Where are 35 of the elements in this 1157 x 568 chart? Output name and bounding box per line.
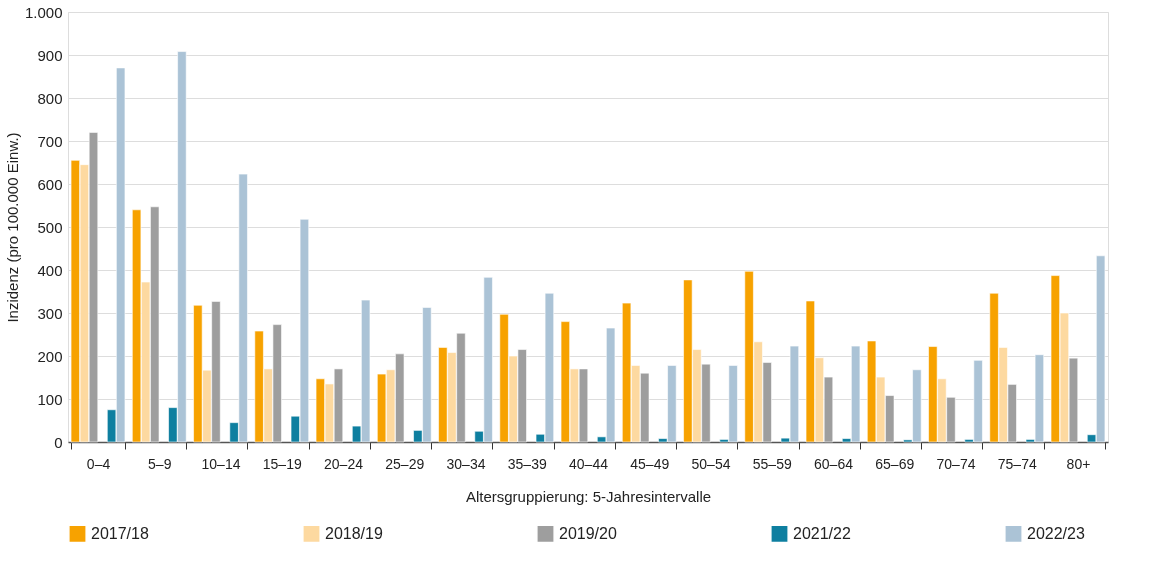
- y-tick-label: 300: [37, 304, 63, 322]
- y-tick-label: 400: [37, 261, 63, 279]
- y-tick-label: 800: [37, 89, 63, 107]
- y-axis-title: Inzidenz (pro 100.000 Einw.): [3, 132, 21, 323]
- y-tick-label: 500: [37, 218, 63, 236]
- legend-label: 2017/18: [91, 524, 149, 542]
- y-tick-label: 700: [37, 132, 63, 150]
- x-tick-label: 0–4: [86, 455, 111, 472]
- x-tick-label: 55–59: [752, 455, 792, 472]
- x-axis-title: Altersgruppierung: 5-Jahresintervalle: [465, 487, 712, 505]
- x-tick-label: 20–24: [324, 455, 364, 472]
- y-tick-label: 200: [37, 347, 63, 365]
- y-tick-label: 1.000: [24, 3, 63, 21]
- y-tick-label: 600: [37, 175, 63, 193]
- x-tick-label: 35–39: [507, 455, 547, 472]
- x-tick-label: 40–44: [569, 455, 609, 472]
- x-tick-label: 50–54: [691, 455, 731, 472]
- y-tick-label: 100: [37, 390, 63, 408]
- x-tick-label: 75–74: [997, 455, 1037, 472]
- x-tick-label: 10–14: [201, 455, 241, 472]
- x-tick-label: 5–9: [148, 455, 172, 472]
- y-tick-label: 900: [37, 46, 63, 64]
- x-tick-label: 70–74: [936, 455, 976, 472]
- x-tick-label: 65–69: [875, 455, 915, 472]
- x-tick-label: 15–19: [262, 455, 302, 472]
- x-tick-label: 45–49: [630, 455, 670, 472]
- x-tick-label: 25–29: [385, 455, 425, 472]
- x-tick-label: 80+: [1066, 455, 1091, 472]
- x-tick-label: 30–34: [446, 455, 486, 472]
- legend-label: 2018/19: [325, 524, 383, 542]
- legend-label: 2019/20: [559, 524, 617, 542]
- x-tick-label: 60–64: [814, 455, 854, 472]
- legend-label: 2021/22: [793, 524, 851, 542]
- legend-label: 2022/23: [1027, 524, 1085, 542]
- y-tick-label: 0: [54, 433, 63, 451]
